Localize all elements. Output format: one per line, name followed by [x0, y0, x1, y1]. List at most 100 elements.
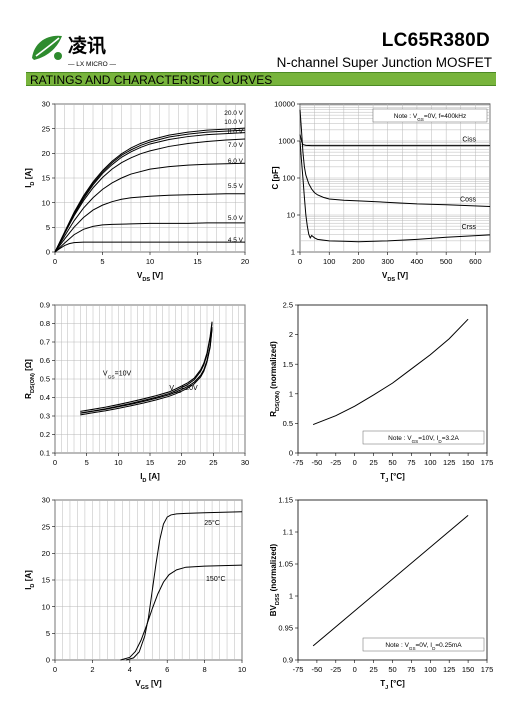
y-tick-label: 10	[42, 602, 50, 611]
y-tick-label: 0.3	[40, 412, 50, 421]
x-tick-label: 2	[90, 665, 94, 674]
brand-name: 凌讯	[68, 34, 106, 57]
note-text: Note : VGS=0V, f=400kHz	[394, 113, 466, 122]
part-number: LC65R380D	[381, 30, 490, 51]
x-axis-title: VDS [V]	[137, 271, 163, 283]
x-tick-label: -75	[293, 665, 304, 674]
datasheet-header: 凌讯 — LX MICRO — LC65R380D N-channel Supe…	[0, 0, 526, 90]
x-tick-label: 30	[241, 458, 249, 467]
note-box	[372, 108, 488, 123]
x-tick-label: 100	[323, 257, 336, 266]
note-box	[362, 637, 485, 652]
series-label: 20.0 V	[224, 110, 243, 117]
series-label: 4.5 V	[228, 237, 244, 244]
x-tick-label: 25	[369, 458, 377, 467]
y-axis-title: RDS(ON) [Ω]	[24, 359, 36, 399]
y-tick-label: 30	[42, 100, 50, 109]
y-tick-label: 2.5	[283, 301, 293, 310]
y-tick-label: 10	[42, 198, 50, 207]
series-label: 5.5 V	[228, 183, 244, 190]
x-tick-label: 0	[353, 458, 357, 467]
x-tick-label: 0	[298, 257, 302, 266]
y-tick-label: 0.9	[283, 656, 293, 665]
y-tick-label: 0.1	[40, 449, 50, 458]
x-tick-label: 50	[388, 665, 396, 674]
series-line	[54, 138, 246, 253]
y-axis-title: RDS(ON) (normalized)	[269, 341, 281, 417]
company-logo: 凌讯 — LX MICRO —	[28, 28, 138, 72]
x-tick-label: 20	[241, 257, 249, 266]
series-line	[312, 514, 469, 647]
y-tick-label: 1.5	[283, 360, 293, 369]
y-axis-title: ID [A]	[24, 570, 36, 590]
series-label: Ciss	[462, 137, 476, 144]
x-tick-label: 75	[407, 665, 415, 674]
x-tick-label: 125	[443, 665, 456, 674]
y-tick-label: 15	[42, 576, 50, 585]
y-tick-label: 1	[289, 592, 293, 601]
transfer-characteristics-chart: 0 2 4 6 8 10 0 5 10 15 20 25 30 VGS [V] ID [A] 25°C 150°…	[24, 496, 246, 691]
y-axis-title: ID [A]	[24, 168, 36, 188]
series-line	[54, 129, 246, 253]
y-tick-label: 0.6	[40, 356, 50, 365]
series-label: 25°C	[204, 519, 220, 527]
x-tick-label: 25	[369, 665, 377, 674]
y-tick-label: 1	[289, 389, 293, 398]
bvdss-vs-temperature-chart: -75 -50 -25 0 25 50 75 100 125 150 175 0.9 0.95 1 1.05…	[269, 496, 494, 691]
note-box	[362, 430, 485, 445]
x-tick-label: -25	[330, 665, 341, 674]
y-tick-label: 5	[46, 629, 50, 638]
x-tick-label: 15	[146, 458, 154, 467]
leaf-logo-icon: 凌讯 — LX MICRO —	[32, 34, 117, 68]
y-tick-label: 1.05	[278, 560, 293, 569]
x-tick-label: 75	[407, 458, 415, 467]
grid-lines	[54, 499, 243, 661]
y-tick-label: 0	[289, 449, 293, 458]
series-label: 7.0 V	[228, 142, 244, 149]
x-tick-label: 5	[85, 458, 89, 467]
y-tick-label: 0.5	[283, 419, 293, 428]
series-line	[299, 140, 491, 243]
y-tick-label: 1.1	[283, 528, 293, 537]
x-tick-label: 25	[209, 458, 217, 467]
y-tick-label: 10000	[274, 100, 295, 109]
y-tick-label: 25	[42, 124, 50, 133]
y-tick-label: 0.95	[278, 624, 293, 633]
series-line-outline	[80, 323, 213, 414]
x-tick-label: 300	[381, 257, 394, 266]
x-tick-label: -25	[330, 458, 341, 467]
y-tick-label: 0.2	[40, 430, 50, 439]
y-tick-label: 25	[42, 522, 50, 531]
series-line-outline	[80, 328, 213, 416]
x-tick-label: 20	[177, 458, 185, 467]
x-axis-title: VDS [V]	[382, 271, 408, 283]
x-axis-title: ID [A]	[140, 472, 160, 484]
x-tick-label: 5	[100, 257, 104, 266]
series-label: VGS=20V	[169, 385, 198, 395]
y-tick-label: 20	[42, 549, 50, 558]
y-tick-label: 0.5	[40, 375, 50, 384]
x-tick-label: -50	[311, 458, 322, 467]
x-tick-label: 0	[53, 665, 57, 674]
y-tick-label: 0	[46, 248, 50, 257]
x-axis-title: VGS [V]	[135, 679, 162, 691]
y-tick-label: 0.9	[40, 301, 50, 310]
x-tick-label: 0	[53, 257, 57, 266]
y-tick-label: 30	[42, 496, 50, 505]
x-axis-title: TJ [°C]	[380, 472, 405, 484]
brand-subtitle: — LX MICRO —	[68, 61, 117, 68]
output-characteristics-chart: 0 5 10 15 20 0 5 10 15 20 25 30 VDS [V] ID [A] 20.0 V 1…	[24, 100, 249, 283]
x-tick-label: 600	[469, 257, 482, 266]
x-tick-label: 175	[481, 665, 494, 674]
y-tick-label: 0	[46, 656, 50, 665]
series-line	[54, 193, 245, 253]
series-label: 6.0 V	[228, 158, 244, 165]
x-tick-label: 150	[462, 458, 475, 467]
x-tick-label: 150	[462, 665, 475, 674]
x-tick-label: 0	[53, 458, 57, 467]
y-tick-label: 1	[291, 248, 295, 257]
y-tick-label: 5	[46, 223, 50, 232]
x-tick-label: 100	[424, 665, 437, 674]
series-line	[120, 564, 243, 661]
y-tick-label: 0.4	[40, 393, 50, 402]
